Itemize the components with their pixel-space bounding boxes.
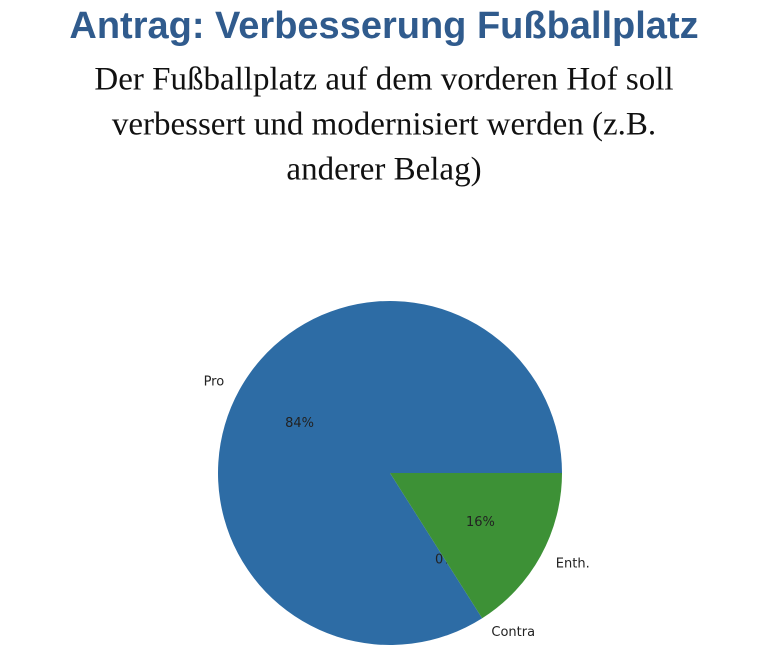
pie-slice <box>217 301 562 646</box>
slice-label: Enth. <box>556 557 590 572</box>
slice-percent: 16% <box>466 515 495 530</box>
chart-title: Antrag: Verbesserung Fußballplatz <box>69 5 698 47</box>
slice-percent: 84% <box>285 416 314 431</box>
pie-slice <box>390 473 562 619</box>
chart-subtitle: Der Fußballplatz auf dem vorderen Hof so… <box>94 62 673 98</box>
chart-subtitle: anderer Belag) <box>286 152 481 188</box>
chart-subtitle: verbessert und modernisiert werden (z.B. <box>112 107 656 143</box>
slice-label: Pro <box>204 374 225 389</box>
slice-label: Contra <box>491 625 535 640</box>
